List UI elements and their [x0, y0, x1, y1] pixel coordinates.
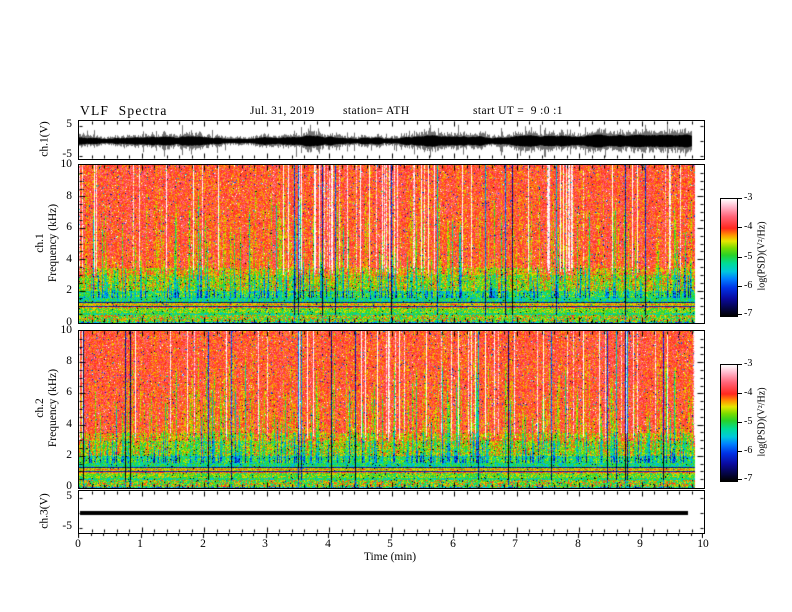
ch2-spectrogram-panel: [78, 330, 705, 489]
x-tick-label: 9: [637, 538, 643, 550]
colorbar-tick: [738, 364, 742, 365]
spec1-ytick: 10: [60, 158, 73, 170]
colorbar-tick: [738, 198, 742, 199]
x-tick-label: 7: [512, 538, 518, 550]
ch1-waveform-panel: [78, 120, 705, 160]
spec1-ytick: 6: [66, 221, 72, 233]
colorbar-tick: [738, 314, 742, 315]
ch2-spectrogram-canvas: [79, 331, 704, 488]
x-tick-label: 8: [575, 538, 581, 550]
x-tick-label: 0: [75, 538, 81, 550]
ch1-spectrogram-panel: [78, 164, 705, 324]
colorbar-1: [720, 198, 738, 317]
date-label: Jul. 31, 2019: [250, 105, 315, 117]
colorbar1-tick-label: -4: [744, 221, 753, 232]
ch1-spectrogram-canvas: [79, 165, 704, 323]
ch1-waveform-canvas: [79, 121, 704, 159]
colorbar1-tick-label: -6: [744, 280, 753, 291]
colorbar-tick: [738, 286, 742, 287]
colorbar-tick: [738, 451, 742, 452]
spec2-ytick: 10: [60, 324, 73, 336]
x-tick-label: 1: [137, 538, 143, 550]
colorbar1-tick-label: -7: [744, 308, 753, 319]
ch3-ytick-neg5: -5: [62, 520, 72, 532]
x-tick-label: 3: [262, 538, 268, 550]
ch1-ytick-neg5: -5: [62, 148, 72, 160]
colorbar2-tick-label: -5: [744, 416, 753, 427]
x-tick-label: 6: [450, 538, 456, 550]
spec1-ytick: 4: [66, 253, 72, 265]
station-label: station= ATH: [343, 105, 410, 117]
spec2-ytick: 4: [66, 418, 72, 430]
colorbar-tick: [738, 479, 742, 480]
spec2-ytick: 8: [66, 355, 72, 367]
x-tick-label: 5: [387, 538, 393, 550]
ch1-ytick-5: 5: [66, 118, 72, 130]
x-axis-ticks: [78, 533, 703, 541]
colorbar1-tick-label: -3: [744, 192, 753, 203]
x-tick-label: 2: [200, 538, 206, 550]
spec1-ytick: 2: [66, 284, 72, 296]
colorbar2-tick-label: -6: [744, 445, 753, 456]
spec2-ytick: 2: [66, 449, 72, 461]
ch3-waveform-canvas: [79, 491, 704, 533]
colorbar-tick: [738, 227, 742, 228]
colorbar-tick: [738, 257, 742, 258]
colorbar-tick: [738, 422, 742, 423]
spec1-ytick: 8: [66, 190, 72, 202]
spec1-ytick: 0: [66, 316, 72, 328]
colorbar-2: [720, 364, 738, 482]
colorbar-tick: [738, 393, 742, 394]
spec2-ytick: 0: [66, 480, 72, 492]
figure-title: VLF Spectra: [80, 103, 168, 118]
colorbar2-tick-label: -4: [744, 387, 753, 398]
ch3-ytick-5: 5: [66, 490, 72, 502]
x-axis-label: Time (min): [363, 551, 417, 563]
spec2-ytick: 6: [66, 386, 72, 398]
colorbar2-tick-label: -3: [744, 358, 753, 369]
x-tick-label: 10: [697, 538, 709, 550]
colorbar1-tick-label: -5: [744, 251, 753, 262]
ch3-waveform-panel: [78, 490, 705, 534]
colorbar2-tick-label: -7: [744, 473, 753, 484]
start-ut-label: start UT = 9 :0 :1: [473, 105, 563, 117]
x-tick-label: 4: [325, 538, 331, 550]
